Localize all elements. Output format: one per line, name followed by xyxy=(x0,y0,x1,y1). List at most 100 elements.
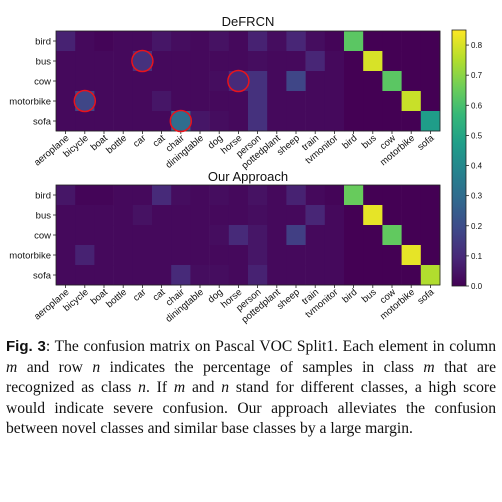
matrix-cell xyxy=(190,225,210,246)
matrix-cell xyxy=(305,185,326,206)
matrix-cell xyxy=(286,265,306,286)
y-tick-label: cow xyxy=(34,231,51,242)
matrix-cell xyxy=(171,31,191,52)
matrix-cell xyxy=(344,31,364,52)
matrix-cell xyxy=(344,111,364,132)
highlight-circle xyxy=(131,49,154,73)
panel-title: Our Approach xyxy=(208,169,288,184)
matrix-cell xyxy=(152,265,172,286)
matrix-cell xyxy=(267,91,287,112)
matrix-cell xyxy=(363,91,383,112)
matrix-cell xyxy=(56,205,76,226)
matrix-cell xyxy=(209,185,230,206)
matrix-cell xyxy=(152,111,172,132)
colorbar: 0.0 0.1 0.2 0.3 0.4 0.5 0.6 0.7 0.8 xyxy=(451,29,483,291)
matrix-cell xyxy=(248,185,268,206)
matrix-cell xyxy=(286,51,306,72)
matrix-cell xyxy=(248,205,268,226)
matrix-cell xyxy=(56,245,76,266)
matrix-cell xyxy=(344,225,364,246)
matrix-cell xyxy=(152,205,172,226)
colorbar-tick-label: 0.4 xyxy=(471,162,483,171)
matrix-cell xyxy=(75,245,95,266)
x-tick-label: bird xyxy=(340,133,359,152)
matrix-cell xyxy=(248,225,268,246)
matrix-cell xyxy=(344,205,364,226)
matrix-cell xyxy=(113,245,134,266)
matrix-cell xyxy=(94,225,114,246)
x-tick-label: bottle xyxy=(104,287,129,310)
matrix-cell xyxy=(94,51,114,72)
matrix-cell xyxy=(190,31,210,52)
matrix-cell xyxy=(132,245,153,266)
matrix-cell xyxy=(209,265,230,286)
caption-label: Fig. 3 xyxy=(6,338,46,355)
x-tick-label: car xyxy=(131,133,148,150)
y-tick-label: bus xyxy=(36,57,52,68)
matrix-cell xyxy=(75,111,95,132)
matrix-cell xyxy=(132,225,153,246)
y-tick-label: motorbike xyxy=(9,97,51,108)
matrix-cell xyxy=(363,31,383,52)
matrix-cell xyxy=(75,91,95,112)
matrix-cell xyxy=(113,111,134,132)
matrix-cell xyxy=(305,31,326,52)
x-tick-label: sheep xyxy=(275,287,302,312)
matrix-cell xyxy=(267,111,287,132)
matrix-cell xyxy=(209,225,230,246)
matrix-cell xyxy=(286,185,306,206)
matrix-cell xyxy=(401,31,422,52)
matrix-cell xyxy=(401,245,422,266)
matrix-cell xyxy=(190,51,210,72)
matrix-cell xyxy=(248,91,268,112)
y-tick-label: cow xyxy=(34,77,51,88)
matrix-cell xyxy=(75,205,95,226)
matrix-cell xyxy=(363,51,383,72)
matrix-cell xyxy=(75,51,95,72)
matrix-cell xyxy=(209,31,230,52)
matrix-cell xyxy=(382,265,402,286)
matrix-cell xyxy=(420,31,441,52)
matrix-cell xyxy=(94,91,114,112)
matrix-cell xyxy=(228,111,249,132)
matrix-cell xyxy=(324,51,345,72)
matrix-cell xyxy=(190,185,210,206)
confusion-matrix-figure: DeFRCNbirdbuscowmotorbikesofaaeroplanebi… xyxy=(9,14,483,326)
matrix-cell xyxy=(286,31,306,52)
matrix-cell xyxy=(305,51,326,72)
matrix-cell xyxy=(382,51,402,72)
matrix-cell xyxy=(209,111,230,132)
x-tick-label: sofa xyxy=(415,132,436,152)
matrix-cell xyxy=(420,111,441,132)
colorbar-tick-label: 0.3 xyxy=(471,192,483,201)
matrix-cell xyxy=(56,71,76,92)
matrix-cell xyxy=(132,91,153,112)
our-approach-matrix-panel: Our Approachbirdbuscowmotorbikesofaaerop… xyxy=(9,169,441,326)
matrix-cell xyxy=(382,205,402,226)
matrix-cell xyxy=(324,31,345,52)
matrix-cell xyxy=(228,91,249,112)
matrix-cell xyxy=(267,265,287,286)
matrix-cell xyxy=(228,265,249,286)
matrix-cell xyxy=(190,245,210,266)
matrix-cell xyxy=(401,91,422,112)
colorbar-gradient xyxy=(451,29,467,287)
colorbar-tick-label: 0.2 xyxy=(471,222,483,231)
x-tick-label: bus xyxy=(360,133,379,151)
matrix-cell xyxy=(171,51,191,72)
matrix-cell xyxy=(75,225,95,246)
matrix-cell xyxy=(267,185,287,206)
matrix-cell xyxy=(305,245,326,266)
matrix-cell xyxy=(382,71,402,92)
matrix-cell xyxy=(190,265,210,286)
matrix-cell xyxy=(286,111,306,132)
matrix-cell xyxy=(171,185,191,206)
highlight-circle xyxy=(227,69,250,93)
matrix-cell xyxy=(248,31,268,52)
colorbar-tick-label: 0.7 xyxy=(471,71,483,80)
matrix-cell xyxy=(75,31,95,52)
matrix-cell xyxy=(401,205,422,226)
matrix-cell xyxy=(382,185,402,206)
matrix-cell xyxy=(324,245,345,266)
colorbar-tick-label: 0.5 xyxy=(471,131,483,140)
